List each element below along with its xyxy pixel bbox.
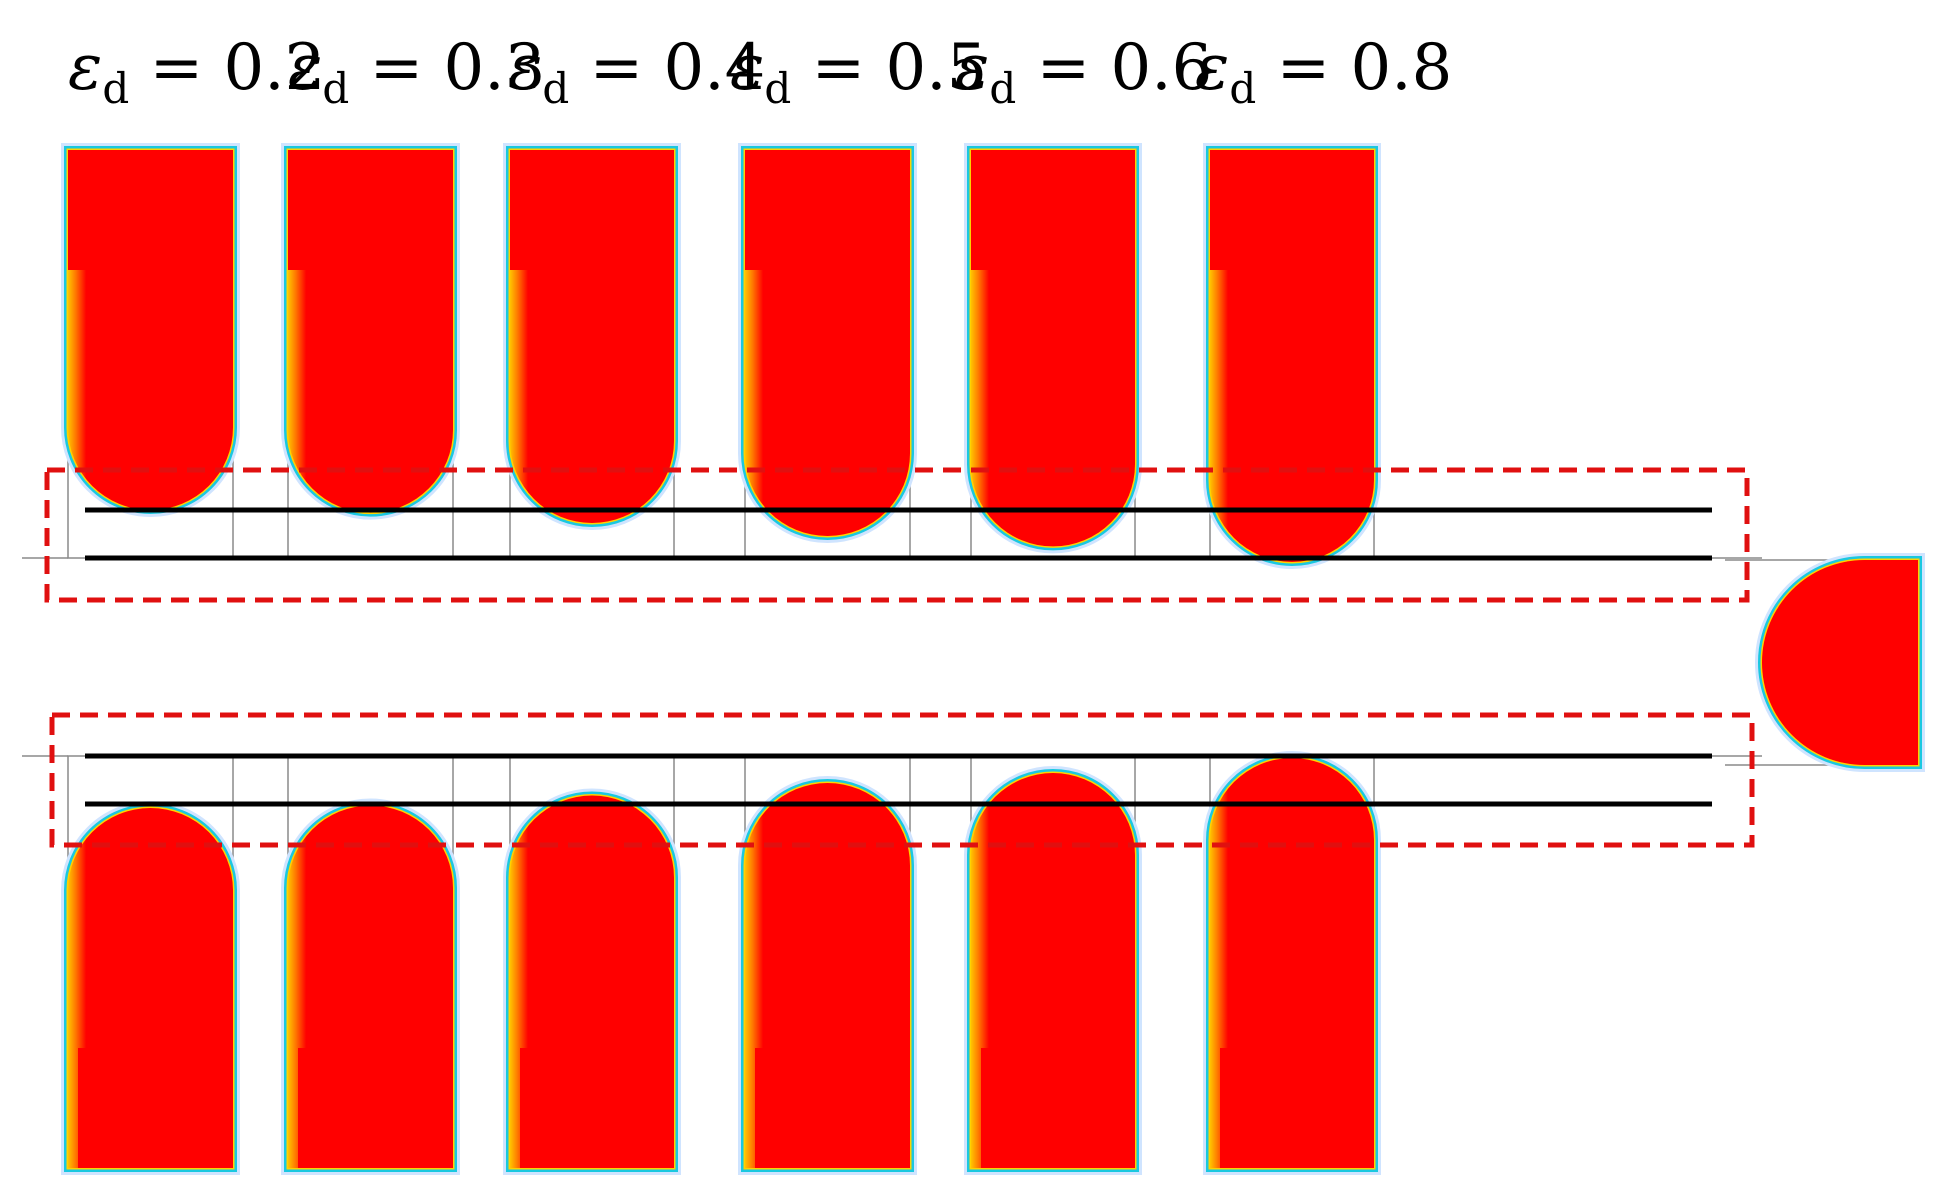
upper-panel-5 [1203, 143, 1381, 569]
lower-panel-2 [503, 755, 681, 1175]
upper-panel-3 [738, 143, 917, 559]
value: 0.3 [443, 31, 546, 105]
phase-top-fill [288, 150, 453, 270]
epsilon-symbol: ε [1195, 31, 1230, 105]
phase-bottom-fill [520, 1048, 674, 1168]
upper-panel-1 [281, 143, 460, 559]
value: 0.4 [663, 31, 766, 105]
upper-panel-2 [503, 143, 681, 559]
subscript: d [322, 64, 350, 113]
equals-sign: = [349, 31, 444, 105]
epsilon-symbol: ε [955, 31, 990, 105]
value: 0.2 [223, 31, 326, 105]
subscript: d [989, 64, 1017, 113]
reference-lines [22, 507, 1762, 807]
label-eps-0.5: εd = 0.5 [730, 18, 987, 118]
equals-sign: = [569, 31, 664, 105]
lower-panel-1 [281, 755, 460, 1175]
epsilon-symbol: ε [730, 31, 765, 105]
phase-bottom-fill [78, 1048, 233, 1168]
phase-top-fill [68, 150, 233, 270]
phase-top-fill [510, 150, 674, 270]
epsilon-symbol: ε [288, 31, 323, 105]
upper-panel-0 [61, 143, 240, 559]
highlight-boxes [44, 467, 1755, 848]
phase-bottom-fill [298, 1048, 453, 1168]
side-outlet-panel [1725, 553, 1925, 772]
equals-sign: = [129, 31, 224, 105]
value: 0.5 [885, 31, 988, 105]
epsilon-symbol: ε [68, 31, 103, 105]
label-eps-0.4: εd = 0.4 [508, 18, 765, 118]
epsilon-symbol: ε [508, 31, 543, 105]
phase-bottom-fill [755, 1048, 910, 1168]
label-eps-0.6: εd = 0.6 [955, 18, 1212, 118]
upper-panel-4 [964, 143, 1142, 559]
lower-panel-0 [61, 755, 240, 1175]
phase-top-fill [1210, 150, 1374, 270]
outlet-droplet [1762, 560, 1918, 765]
phase-bottom-fill [981, 1048, 1135, 1168]
lower-channel-panels [61, 751, 1381, 1175]
label-eps-0.2: εd = 0.2 [68, 18, 325, 118]
equals-sign: = [1256, 31, 1351, 105]
highlight-box-lower [49, 712, 1755, 848]
equals-sign: = [791, 31, 886, 105]
highlight-box-upper [44, 467, 1750, 603]
phase-bottom-fill [1220, 1048, 1374, 1168]
upper-channel-panels [61, 143, 1381, 569]
lower-panel-5 [1203, 751, 1381, 1175]
lower-panel-3 [738, 755, 917, 1175]
subscript: d [102, 64, 130, 113]
phase-top-fill [745, 150, 910, 270]
phase-top-fill [971, 150, 1135, 270]
value: 0.6 [1110, 31, 1213, 105]
label-eps-0.3: εd = 0.3 [288, 18, 545, 118]
equals-sign: = [1016, 31, 1111, 105]
subscript: d [542, 64, 570, 113]
label-eps-0.8: εd = 0.8 [1195, 18, 1452, 118]
lower-panel-4 [964, 755, 1142, 1175]
subscript: d [764, 64, 792, 113]
value: 0.8 [1350, 31, 1453, 105]
subscript: d [1229, 64, 1257, 113]
